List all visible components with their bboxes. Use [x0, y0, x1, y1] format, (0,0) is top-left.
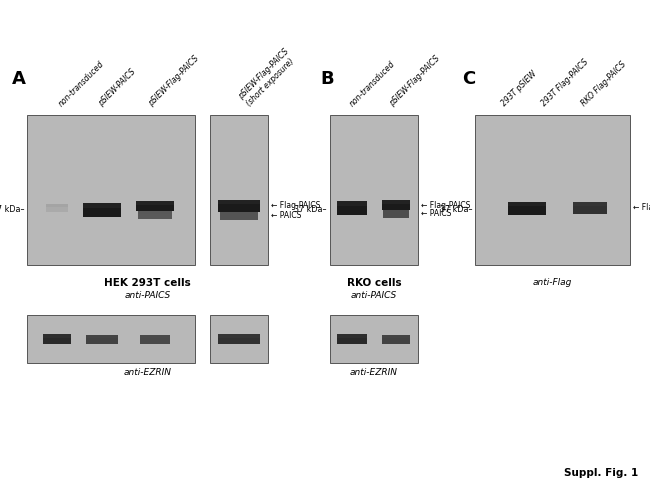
- Text: Suppl. Fig. 1: Suppl. Fig. 1: [564, 468, 638, 478]
- Bar: [220, 212, 258, 215]
- Text: 293T pSIEW: 293T pSIEW: [500, 69, 539, 108]
- Bar: [218, 200, 260, 212]
- Bar: [382, 334, 410, 338]
- Text: C: C: [462, 70, 475, 88]
- Bar: [330, 315, 418, 363]
- Bar: [83, 203, 121, 208]
- Text: ← PAICS: ← PAICS: [421, 209, 451, 219]
- Bar: [27, 115, 195, 265]
- Text: anti-EZRIN: anti-EZRIN: [350, 368, 398, 377]
- Text: HEK 293T cells: HEK 293T cells: [104, 278, 191, 288]
- Bar: [86, 334, 118, 344]
- Bar: [337, 201, 367, 206]
- Bar: [43, 334, 71, 338]
- Text: ← Flag-PAICS: ← Flag-PAICS: [271, 202, 320, 210]
- Text: A: A: [12, 70, 26, 88]
- Bar: [136, 201, 174, 211]
- Bar: [382, 334, 410, 344]
- Text: 37 kDa–: 37 kDa–: [294, 204, 327, 214]
- Text: pSIEW-PAICS: pSIEW-PAICS: [97, 67, 138, 108]
- Bar: [508, 202, 546, 206]
- Bar: [136, 201, 174, 204]
- Bar: [218, 200, 260, 204]
- Text: RKO Flag-PAICS: RKO Flag-PAICS: [580, 60, 629, 108]
- Bar: [220, 212, 258, 220]
- Bar: [573, 202, 607, 214]
- Bar: [83, 203, 121, 217]
- Bar: [383, 210, 409, 213]
- Bar: [382, 200, 410, 210]
- Text: pSIEW-Flag-PAICS
(short exposure): pSIEW-Flag-PAICS (short exposure): [237, 47, 298, 108]
- Text: non-transduced: non-transduced: [348, 59, 397, 108]
- Text: pSIEW-Flag-PAICS: pSIEW-Flag-PAICS: [388, 54, 442, 108]
- Text: pSIEW-Flag-PAICS: pSIEW-Flag-PAICS: [147, 54, 201, 108]
- Bar: [337, 334, 367, 338]
- Text: ← Flag-PAICS: ← Flag-PAICS: [633, 203, 650, 212]
- Bar: [330, 115, 418, 265]
- Bar: [382, 200, 410, 203]
- Bar: [337, 201, 367, 215]
- Bar: [210, 315, 268, 363]
- Text: 37 kDa–: 37 kDa–: [439, 204, 472, 214]
- Text: anti-PAICS: anti-PAICS: [124, 291, 170, 300]
- Bar: [573, 202, 607, 206]
- Text: anti-PAICS: anti-PAICS: [351, 291, 397, 300]
- Text: RKO cells: RKO cells: [346, 278, 401, 288]
- Bar: [508, 202, 546, 215]
- Bar: [138, 211, 172, 214]
- Bar: [27, 315, 195, 363]
- Text: anti-Flag: anti-Flag: [533, 278, 572, 287]
- Text: ← Flag-PAICS: ← Flag-PAICS: [421, 201, 471, 209]
- Bar: [46, 204, 68, 212]
- Text: ← PAICS: ← PAICS: [271, 211, 302, 221]
- Text: 293T Flag-PAICS: 293T Flag-PAICS: [540, 58, 591, 108]
- Text: anti-EZRIN: anti-EZRIN: [124, 368, 172, 377]
- Bar: [210, 115, 268, 265]
- Bar: [475, 115, 630, 265]
- Bar: [218, 334, 260, 344]
- Bar: [218, 334, 260, 338]
- Bar: [43, 334, 71, 344]
- Bar: [86, 334, 118, 338]
- Text: non-transduced: non-transduced: [57, 59, 106, 108]
- Bar: [46, 204, 68, 207]
- Bar: [138, 211, 172, 219]
- Bar: [383, 210, 409, 218]
- Bar: [140, 334, 170, 338]
- Bar: [337, 334, 367, 344]
- Bar: [140, 334, 170, 344]
- Text: 37 kDa–: 37 kDa–: [0, 204, 24, 214]
- Text: B: B: [320, 70, 333, 88]
